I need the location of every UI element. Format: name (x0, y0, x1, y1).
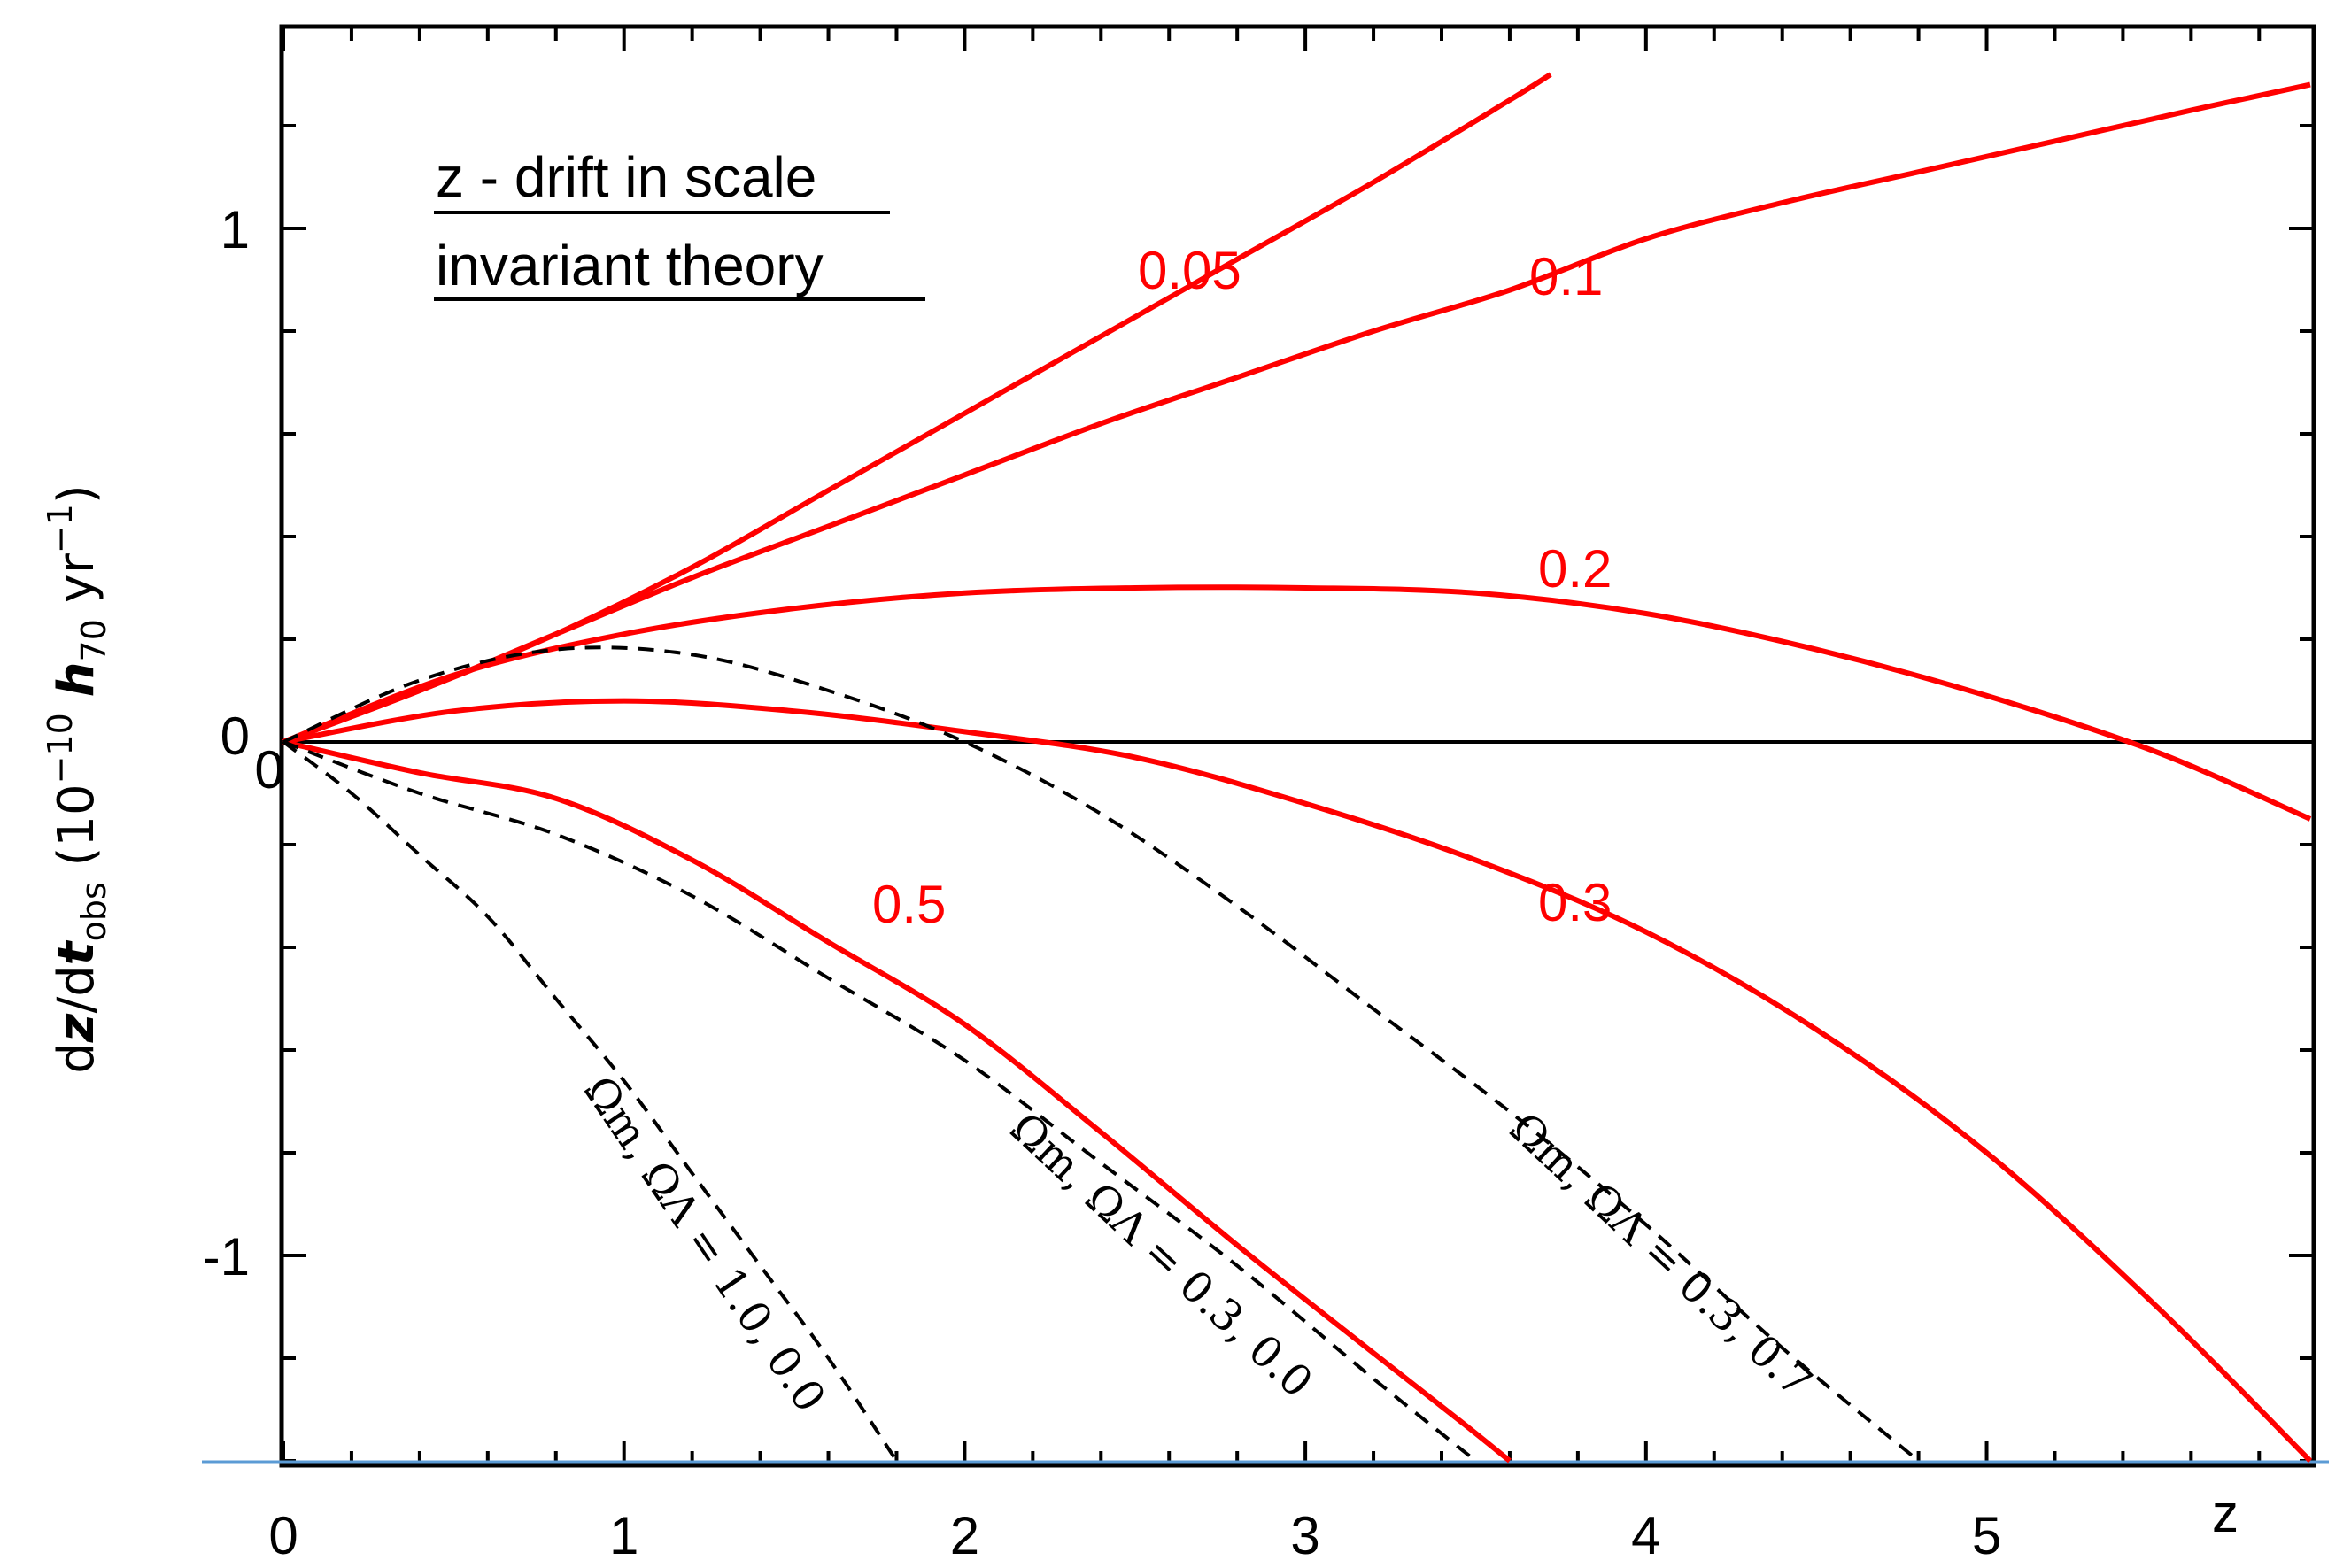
series-line-03 (282, 698, 2313, 1464)
series-line-05 (282, 739, 1512, 1464)
plot-frame (279, 24, 2316, 1468)
series-label-01: 0.1 (1529, 247, 1603, 306)
dashed-labels: Ωm, ΩΛ = 1.0, 0.0 Ωm, ΩΛ = 0.3, 0.0 Ωm, … (574, 1067, 1821, 1421)
dashed-label-2: Ωm, ΩΛ = 0.3, 0.0 (1001, 1103, 1322, 1408)
y-axis-label: dz/dtobs (10−10 h70 yr−1) (41, 484, 113, 1074)
y-tick-label: -1 (203, 1227, 250, 1286)
x-tick-label: 3 (1290, 1506, 1319, 1565)
x-tick-label: 1 (609, 1506, 638, 1565)
series-label-02: 0.2 (1538, 539, 1612, 599)
svg-text:dz/dtobs (10−10 h70 yr−1): dz/dtobs (10−10 h70 yr−1) (41, 484, 113, 1074)
title: z - drift in scale invariant theory (434, 145, 925, 301)
series-label-05: 0.5 (872, 875, 946, 934)
title-line-1: z - drift in scale (436, 145, 816, 209)
y-tick-label: 0 (220, 707, 250, 766)
series-line-01 (282, 81, 2311, 745)
series-labels: 0.05 0.1 0.2 0.3 0.5 (872, 241, 1612, 934)
y-tick-label: 1 (220, 200, 250, 259)
x-tick-label: 2 (950, 1506, 979, 1565)
x-tick-labels: 0 1 2 3 4 5 z (268, 1484, 2239, 1565)
series-label-03: 0.3 (1538, 873, 1612, 932)
series-line-02 (282, 584, 2312, 822)
x-tick-label: 4 (1631, 1506, 1660, 1565)
y-tick-label-secondary: 0 (254, 740, 283, 799)
dashed-series-line-7 (282, 645, 1920, 1463)
dashed-series-line-5 (282, 740, 899, 1463)
x-tick-label: 0 (268, 1506, 298, 1565)
x-axis-label: z (2212, 1484, 2239, 1543)
dashed-label-1: Ωm, ΩΛ = 1.0, 0.0 (574, 1067, 835, 1421)
series-label-005: 0.05 (1138, 241, 1241, 300)
title-line-2: invariant theory (436, 234, 824, 297)
x-tick-label: 5 (1972, 1506, 2001, 1565)
y-tick-labels: 1 0 -1 0 (203, 200, 284, 1286)
dashed-label-3: Ωm, ΩΛ = 0.3, 0.7 (1500, 1103, 1821, 1408)
curves (282, 72, 2313, 1464)
